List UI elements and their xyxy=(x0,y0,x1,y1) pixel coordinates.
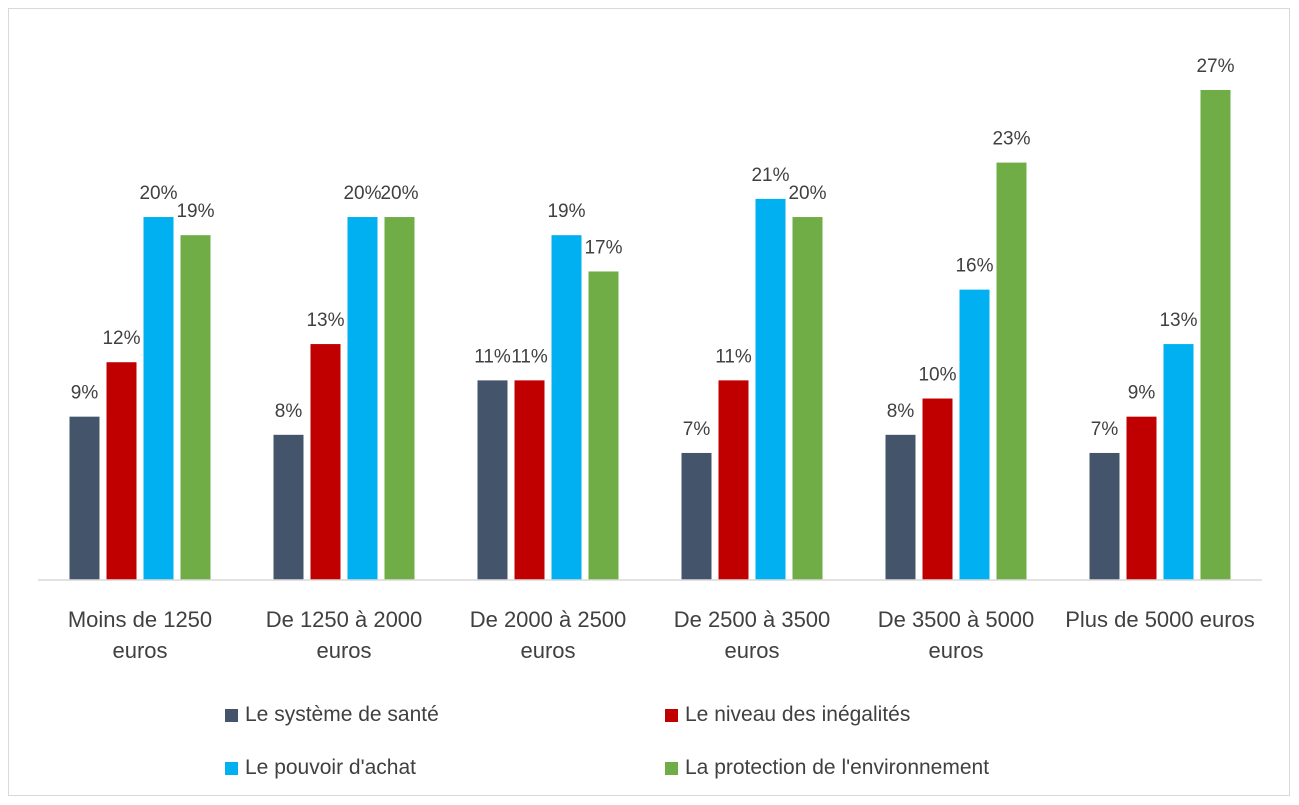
data-label: 23% xyxy=(992,129,1030,150)
data-label: 21% xyxy=(751,165,789,186)
bar xyxy=(922,398,953,580)
data-label: 13% xyxy=(1159,310,1197,331)
data-label: 11% xyxy=(474,346,511,367)
x-tick-label: De 2000 à 2500 euros xyxy=(469,607,627,663)
data-label: 13% xyxy=(306,310,344,331)
data-label: 9% xyxy=(1128,383,1156,404)
data-label: 20% xyxy=(343,183,381,204)
bar xyxy=(514,380,545,580)
data-label: 17% xyxy=(584,237,622,258)
data-label: 20% xyxy=(788,183,826,204)
bar xyxy=(792,217,823,580)
bar xyxy=(310,344,341,580)
legend-label: Le pouvoir d'achat xyxy=(245,756,416,779)
bar xyxy=(718,380,749,580)
data-label: 8% xyxy=(275,401,303,422)
legend-swatch xyxy=(225,761,238,775)
bar xyxy=(1126,416,1157,580)
legend-item: La protection de l'environnement xyxy=(665,756,989,780)
bar xyxy=(959,289,990,580)
legend-swatch xyxy=(665,761,678,775)
data-label: 16% xyxy=(955,256,993,277)
data-label: 7% xyxy=(1091,419,1119,440)
bar xyxy=(273,434,304,580)
x-tick-label: Moins de 1250 euros xyxy=(67,607,213,663)
data-label: 9% xyxy=(71,383,99,404)
bar xyxy=(106,362,137,580)
bar xyxy=(69,416,100,580)
data-label: 20% xyxy=(380,183,418,204)
bar xyxy=(384,217,415,580)
data-label: 19% xyxy=(547,201,585,222)
data-label: 10% xyxy=(918,365,956,386)
data-label: 8% xyxy=(887,401,915,422)
x-tick-label: De 1250 à 2000 euros xyxy=(265,607,423,663)
bar xyxy=(755,198,786,580)
bar xyxy=(885,434,916,580)
bar xyxy=(1200,90,1231,580)
data-label: 11% xyxy=(511,346,548,367)
bar xyxy=(1163,344,1194,580)
data-label: 11% xyxy=(715,346,752,367)
data-label: 19% xyxy=(176,201,214,222)
legend-label: La protection de l'environnement xyxy=(685,756,990,779)
bar xyxy=(551,235,582,580)
legend-label: Le niveau des inégalités xyxy=(685,703,911,726)
x-tick-label: Plus de 5000 euros xyxy=(1065,607,1255,632)
data-label: 7% xyxy=(683,419,711,440)
legend-swatch xyxy=(225,708,238,722)
bar xyxy=(996,162,1027,580)
legend-item: Le système de santé xyxy=(225,703,439,727)
legend-item: Le niveau des inégalités xyxy=(665,703,910,727)
data-label: 12% xyxy=(102,328,140,349)
legend-label: Le système de santé xyxy=(245,703,439,726)
bar xyxy=(143,217,174,580)
bar xyxy=(1089,452,1120,580)
data-label: 20% xyxy=(139,183,177,204)
bar xyxy=(588,271,619,580)
x-tick-label: De 2500 à 3500 euros xyxy=(673,607,831,663)
bar xyxy=(180,235,211,580)
bar xyxy=(477,380,508,580)
legend-swatch xyxy=(665,708,678,722)
bar xyxy=(347,217,378,580)
data-label: 27% xyxy=(1196,56,1234,77)
chart-frame xyxy=(8,8,1290,796)
legend-item: Le pouvoir d'achat xyxy=(225,756,416,780)
x-tick-label: De 3500 à 5000 euros xyxy=(877,607,1035,663)
bar xyxy=(681,452,712,580)
